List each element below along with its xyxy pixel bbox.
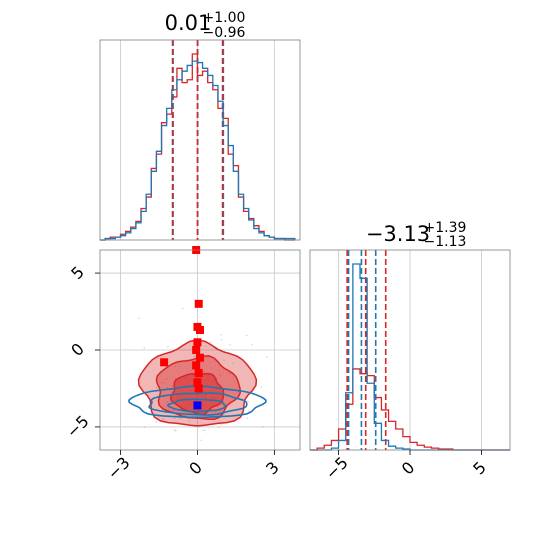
scatter-point [219, 410, 221, 412]
scatter-point [226, 395, 228, 398]
top-panel-title: 0.01 [165, 11, 212, 35]
scatter-point [173, 429, 176, 431]
scatter-point [217, 426, 220, 428]
joint-ytick-label: −5 [63, 412, 93, 442]
top-histogram-panel: 0.01 +1.00 −0.96 [99, 10, 301, 241]
scatter-point [247, 400, 249, 403]
scatter-point [220, 423, 222, 426]
scatter-point [143, 347, 146, 349]
joint-xtick-label: 3 [262, 458, 283, 479]
joint-y-ticks: −5 0 5 [63, 262, 100, 442]
scatter-point [167, 345, 169, 348]
scatter-point [172, 409, 175, 412]
blue-contour [148, 392, 248, 416]
scatter-point [220, 338, 223, 341]
scatter-point [181, 307, 184, 310]
scatter-point [219, 374, 221, 377]
right-panel-title: −3.13 [366, 222, 430, 246]
scatter-point [210, 367, 212, 370]
scatter-point [260, 386, 263, 388]
top-panel-frame [99, 39, 301, 241]
scatter-point [163, 381, 166, 384]
joint-xtick-label: −3 [104, 453, 134, 483]
top-title-main: 0.01 [165, 11, 212, 35]
scatter-point [166, 401, 168, 403]
scatter-point [246, 417, 249, 419]
scatter-point [229, 344, 231, 346]
scatter-point [220, 333, 222, 336]
joint-ytick-label: 5 [67, 262, 88, 283]
top-title-lower: −0.96 [203, 25, 246, 41]
red-square-marker [193, 338, 202, 347]
scatter-point [228, 372, 231, 375]
scatter-point [261, 426, 264, 428]
red-square-marker [192, 361, 201, 370]
scatter-point [193, 355, 196, 357]
scatter-point [202, 429, 205, 432]
scatter-point [251, 343, 253, 346]
scatter-point [155, 386, 158, 389]
scatter-point [245, 334, 248, 337]
right-title-lower: −1.13 [424, 234, 467, 250]
right-xtick-label: 0 [398, 458, 419, 479]
scatter-point [188, 420, 191, 422]
blue-square-marker [193, 401, 202, 410]
scatter-point [178, 365, 181, 368]
right-xtick-label: −5 [322, 453, 352, 483]
blue-contour [128, 385, 267, 419]
scatter-point [138, 317, 141, 320]
scatter-point [166, 377, 168, 380]
scatter-point [203, 371, 206, 373]
blue-contour [166, 398, 227, 413]
joint-blue-contours [128, 385, 267, 419]
red-square-marker [160, 358, 169, 367]
right-title-upper: +1.39 [424, 220, 467, 236]
red-square-marker [194, 299, 203, 308]
scatter-point [204, 429, 207, 431]
scatter-point [174, 365, 176, 368]
red-square-marker [194, 384, 203, 393]
joint-panel: −3 0 3 −5 0 5 [63, 246, 301, 483]
scatter-point [200, 439, 203, 442]
scatter-point [190, 369, 192, 372]
scatter-point [160, 382, 163, 384]
red-square-marker [196, 326, 204, 334]
joint-xtick-label: 0 [185, 458, 206, 479]
scatter-point [171, 384, 174, 387]
scatter-point [232, 362, 234, 365]
scatter-point [179, 417, 182, 420]
red-square-marker [194, 369, 203, 378]
scatter-point [266, 356, 268, 358]
scatter-point [166, 386, 168, 389]
scatter-point [248, 410, 250, 413]
right-quantile-lines [346, 250, 387, 450]
right-xtick-label: 5 [469, 458, 490, 479]
right-title-main: −3.13 [366, 222, 430, 246]
top-histogram-series-a [100, 60, 296, 241]
scatter-point [214, 411, 217, 413]
scatter-point [168, 397, 171, 399]
joint-x-ticks: −3 0 3 [104, 450, 283, 483]
scatter-point [204, 345, 207, 347]
red-square-marker [193, 378, 202, 387]
red-square-marker [196, 353, 204, 362]
right-x-ticks: −5 0 5 [322, 450, 490, 483]
scatter-point [171, 385, 174, 387]
top-quantile-lines [171, 40, 225, 240]
scatter-point [223, 359, 225, 361]
red-square-marker [192, 346, 201, 354]
scatter-point [209, 341, 212, 344]
scatter-point [155, 421, 158, 423]
scatter-point [162, 418, 165, 420]
scatter-point [219, 373, 221, 376]
scatter-point [173, 417, 176, 419]
top-title-upper: +1.00 [203, 10, 246, 26]
scatter-point [143, 426, 146, 428]
right-panel-grid [338, 250, 482, 450]
scatter-point [174, 429, 177, 432]
right-histogram-panel: −5 0 5 −3.13 +1.39 −1.13 [309, 220, 511, 483]
scatter-point [167, 401, 169, 403]
joint-ytick-label: 0 [67, 339, 88, 360]
